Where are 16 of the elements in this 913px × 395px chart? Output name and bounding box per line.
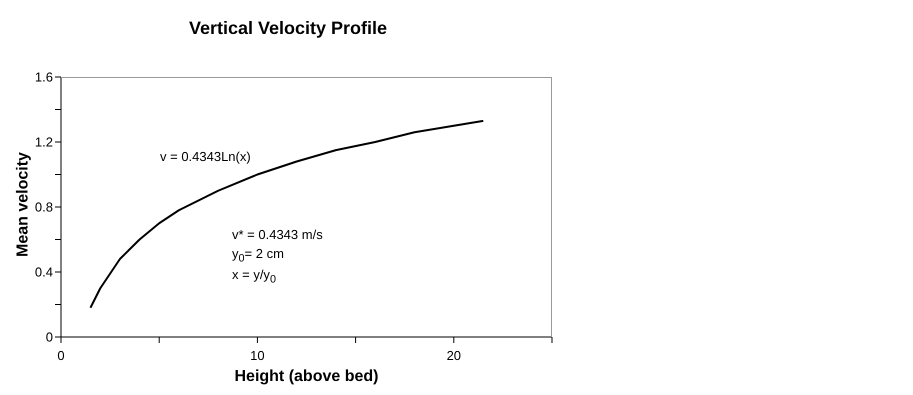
y-tick-label: 0: [46, 330, 53, 345]
x-axis-title: Height (above bed): [234, 368, 379, 385]
annotation: v = 0.4343Ln(x): [160, 149, 251, 164]
annotation: x = y/y$_{0}$: [232, 267, 276, 286]
chart-title: Vertical Velocity Profile: [188, 18, 388, 39]
y-tick-label: 0.4: [34, 264, 53, 280]
annotation: y$_{0}$= 2 cm: [232, 246, 284, 265]
y-axis-title: Mean velocity: [14, 152, 32, 257]
x-tick-label: 20: [446, 348, 462, 364]
annotation: v* = 0.4343 m/s: [232, 227, 323, 242]
x-tick-label: 10: [250, 348, 265, 364]
y-tick-label: 0.8: [34, 200, 53, 215]
x-tick-label: 0: [57, 348, 65, 364]
line-series: [89, 120, 484, 309]
y-tick-label: 1.2: [34, 134, 53, 150]
y-tick-label: 1.6: [34, 70, 53, 85]
